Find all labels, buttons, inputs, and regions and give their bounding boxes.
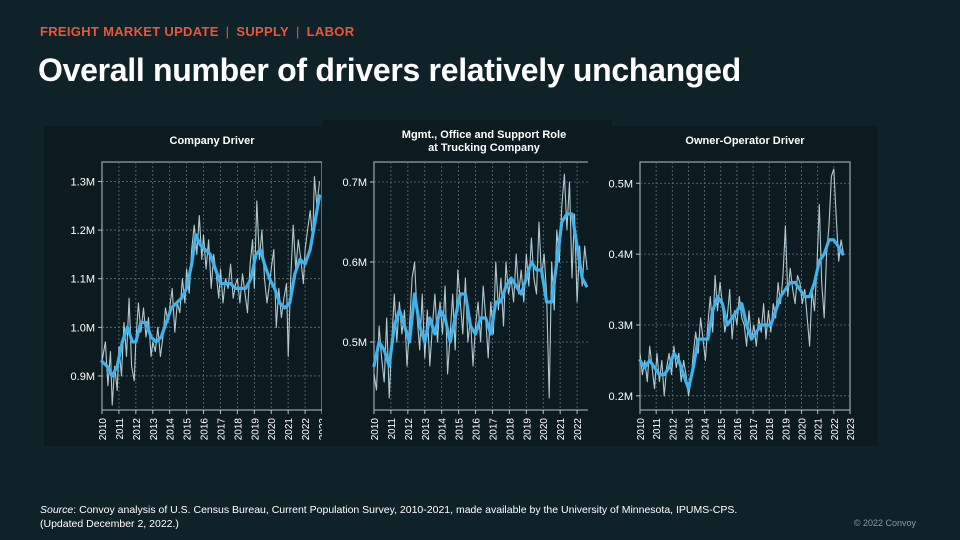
- x-tick-label: 2021: [814, 418, 825, 441]
- x-tick-label: 2011: [115, 418, 126, 440]
- source-text: : Convoy analysis of U.S. Census Bureau,…: [73, 504, 738, 516]
- kicker-item-supply: SUPPLY: [236, 24, 289, 39]
- series-line-trend: [372, 212, 588, 368]
- x-tick-label: 2018: [765, 418, 776, 441]
- y-tick-label: 0.5M: [343, 337, 367, 349]
- series-line-trend: [100, 194, 322, 378]
- y-tick-label: 1.3M: [71, 176, 95, 188]
- x-tick-label: 2019: [781, 418, 792, 441]
- x-tick-label: 2021: [284, 418, 295, 441]
- x-tick-label: 2013: [684, 418, 695, 441]
- source-note: Source: Convoy analysis of U.S. Census B…: [40, 503, 737, 531]
- chart-panel-owner-operator: Owner-Operator Driver 2010 2011 2012 2013 201…: [588, 126, 878, 446]
- chart-title: Company Driver: [170, 135, 256, 147]
- y-tick-label: 0.9M: [71, 371, 95, 383]
- x-tick-label: 2018: [233, 418, 244, 441]
- series-line-raw: [373, 173, 588, 399]
- y-tick-label: 0.4M: [609, 249, 633, 261]
- x-tick-label: 2013: [149, 418, 160, 441]
- x-tick-label: 2020: [267, 418, 278, 441]
- x-tick-label: 2015: [183, 418, 194, 441]
- kicker-item-freight: FREIGHT MARKET UPDATE: [40, 24, 219, 39]
- x-tick-label: 2014: [166, 418, 177, 441]
- x-tick-label: 2011: [387, 418, 398, 440]
- y-tick-label: 0.5M: [609, 178, 633, 190]
- copyright: © 2022 Convoy: [853, 518, 916, 528]
- x-tick-label: 2017: [216, 418, 227, 441]
- kicker-item-labor: LABOR: [306, 24, 355, 39]
- y-tick-label: 1.1M: [71, 274, 95, 286]
- x-tick-label: 2012: [668, 418, 679, 441]
- x-tick-label: 2014: [701, 418, 712, 441]
- chart-owner-operator: Owner-Operator Driver 2010 2011 2012 2013 201…: [609, 135, 857, 441]
- chart-title: at Trucking Company: [428, 142, 541, 154]
- x-tick-label: 2015: [455, 418, 466, 441]
- x-tick-label: 2014: [438, 418, 449, 441]
- x-tick-label: 2016: [200, 418, 211, 441]
- x-tick-label: 2016: [472, 418, 483, 441]
- chart-title: Mgmt., Office and Support Role: [402, 129, 566, 141]
- x-tick-label: 2012: [404, 418, 415, 441]
- kicker-separator: |: [225, 24, 230, 39]
- x-tick-label: 2022: [573, 418, 584, 441]
- x-tick-label: 2010: [98, 418, 109, 441]
- updated-note: (Updated December 2, 2022.): [40, 518, 179, 530]
- x-tick-label: 2020: [798, 418, 809, 441]
- x-tick-label: 2013: [421, 418, 432, 441]
- x-tick-label: 2019: [522, 418, 533, 441]
- source-label: Source: [40, 504, 74, 516]
- chart-panel-company-driver: Company Driver 2010 2011 2012 2013 2014 2015 20…: [44, 126, 334, 446]
- x-tick-label: 2022: [830, 418, 841, 441]
- x-tick-label: 2023: [846, 418, 857, 441]
- y-tick-label: 0.7M: [343, 177, 367, 189]
- series-line-raw: [101, 176, 321, 406]
- x-tick-label: 2016: [733, 418, 744, 441]
- x-tick-label: 2021: [556, 418, 567, 441]
- x-tick-label: 2012: [132, 418, 143, 441]
- x-tick-label: 2018: [505, 418, 516, 441]
- x-tick-label: 2015: [717, 418, 728, 441]
- series-line-raw: [639, 168, 845, 397]
- y-tick-label: 0.6M: [343, 257, 367, 269]
- plot-area: [373, 161, 595, 411]
- plot-area: [101, 161, 323, 411]
- series-line-trend: [638, 238, 845, 391]
- x-tick-label: 2019: [250, 418, 261, 441]
- y-tick-label: 1.2M: [71, 225, 95, 237]
- x-tick-label: 2017: [488, 418, 499, 441]
- chart-company-driver: Company Driver 2010 2011 2012 2013 2014 2015 20…: [71, 135, 329, 441]
- x-tick-label: 2011: [652, 418, 663, 440]
- x-tick-label: 2010: [636, 418, 647, 441]
- x-tick-label: 2017: [749, 418, 760, 441]
- chart-panel-mgmt-office: Mgmt., Office and Support Role at Truckin…: [322, 120, 612, 446]
- plot-area: [639, 161, 851, 411]
- x-tick-label: 2010: [370, 418, 381, 441]
- y-tick-label: 0.3M: [609, 320, 633, 332]
- x-tick-label: 2022: [301, 418, 312, 441]
- y-tick-label: 0.2M: [609, 391, 633, 403]
- y-tick-label: 1.0M: [71, 322, 95, 334]
- section-kicker: FREIGHT MARKET UPDATE | SUPPLY | LABOR: [40, 24, 354, 39]
- page-title: Overall number of drivers relatively unc…: [38, 52, 741, 88]
- kicker-separator: |: [295, 24, 300, 39]
- x-tick-label: 2020: [539, 418, 550, 441]
- chart-title: Owner-Operator Driver: [685, 135, 805, 147]
